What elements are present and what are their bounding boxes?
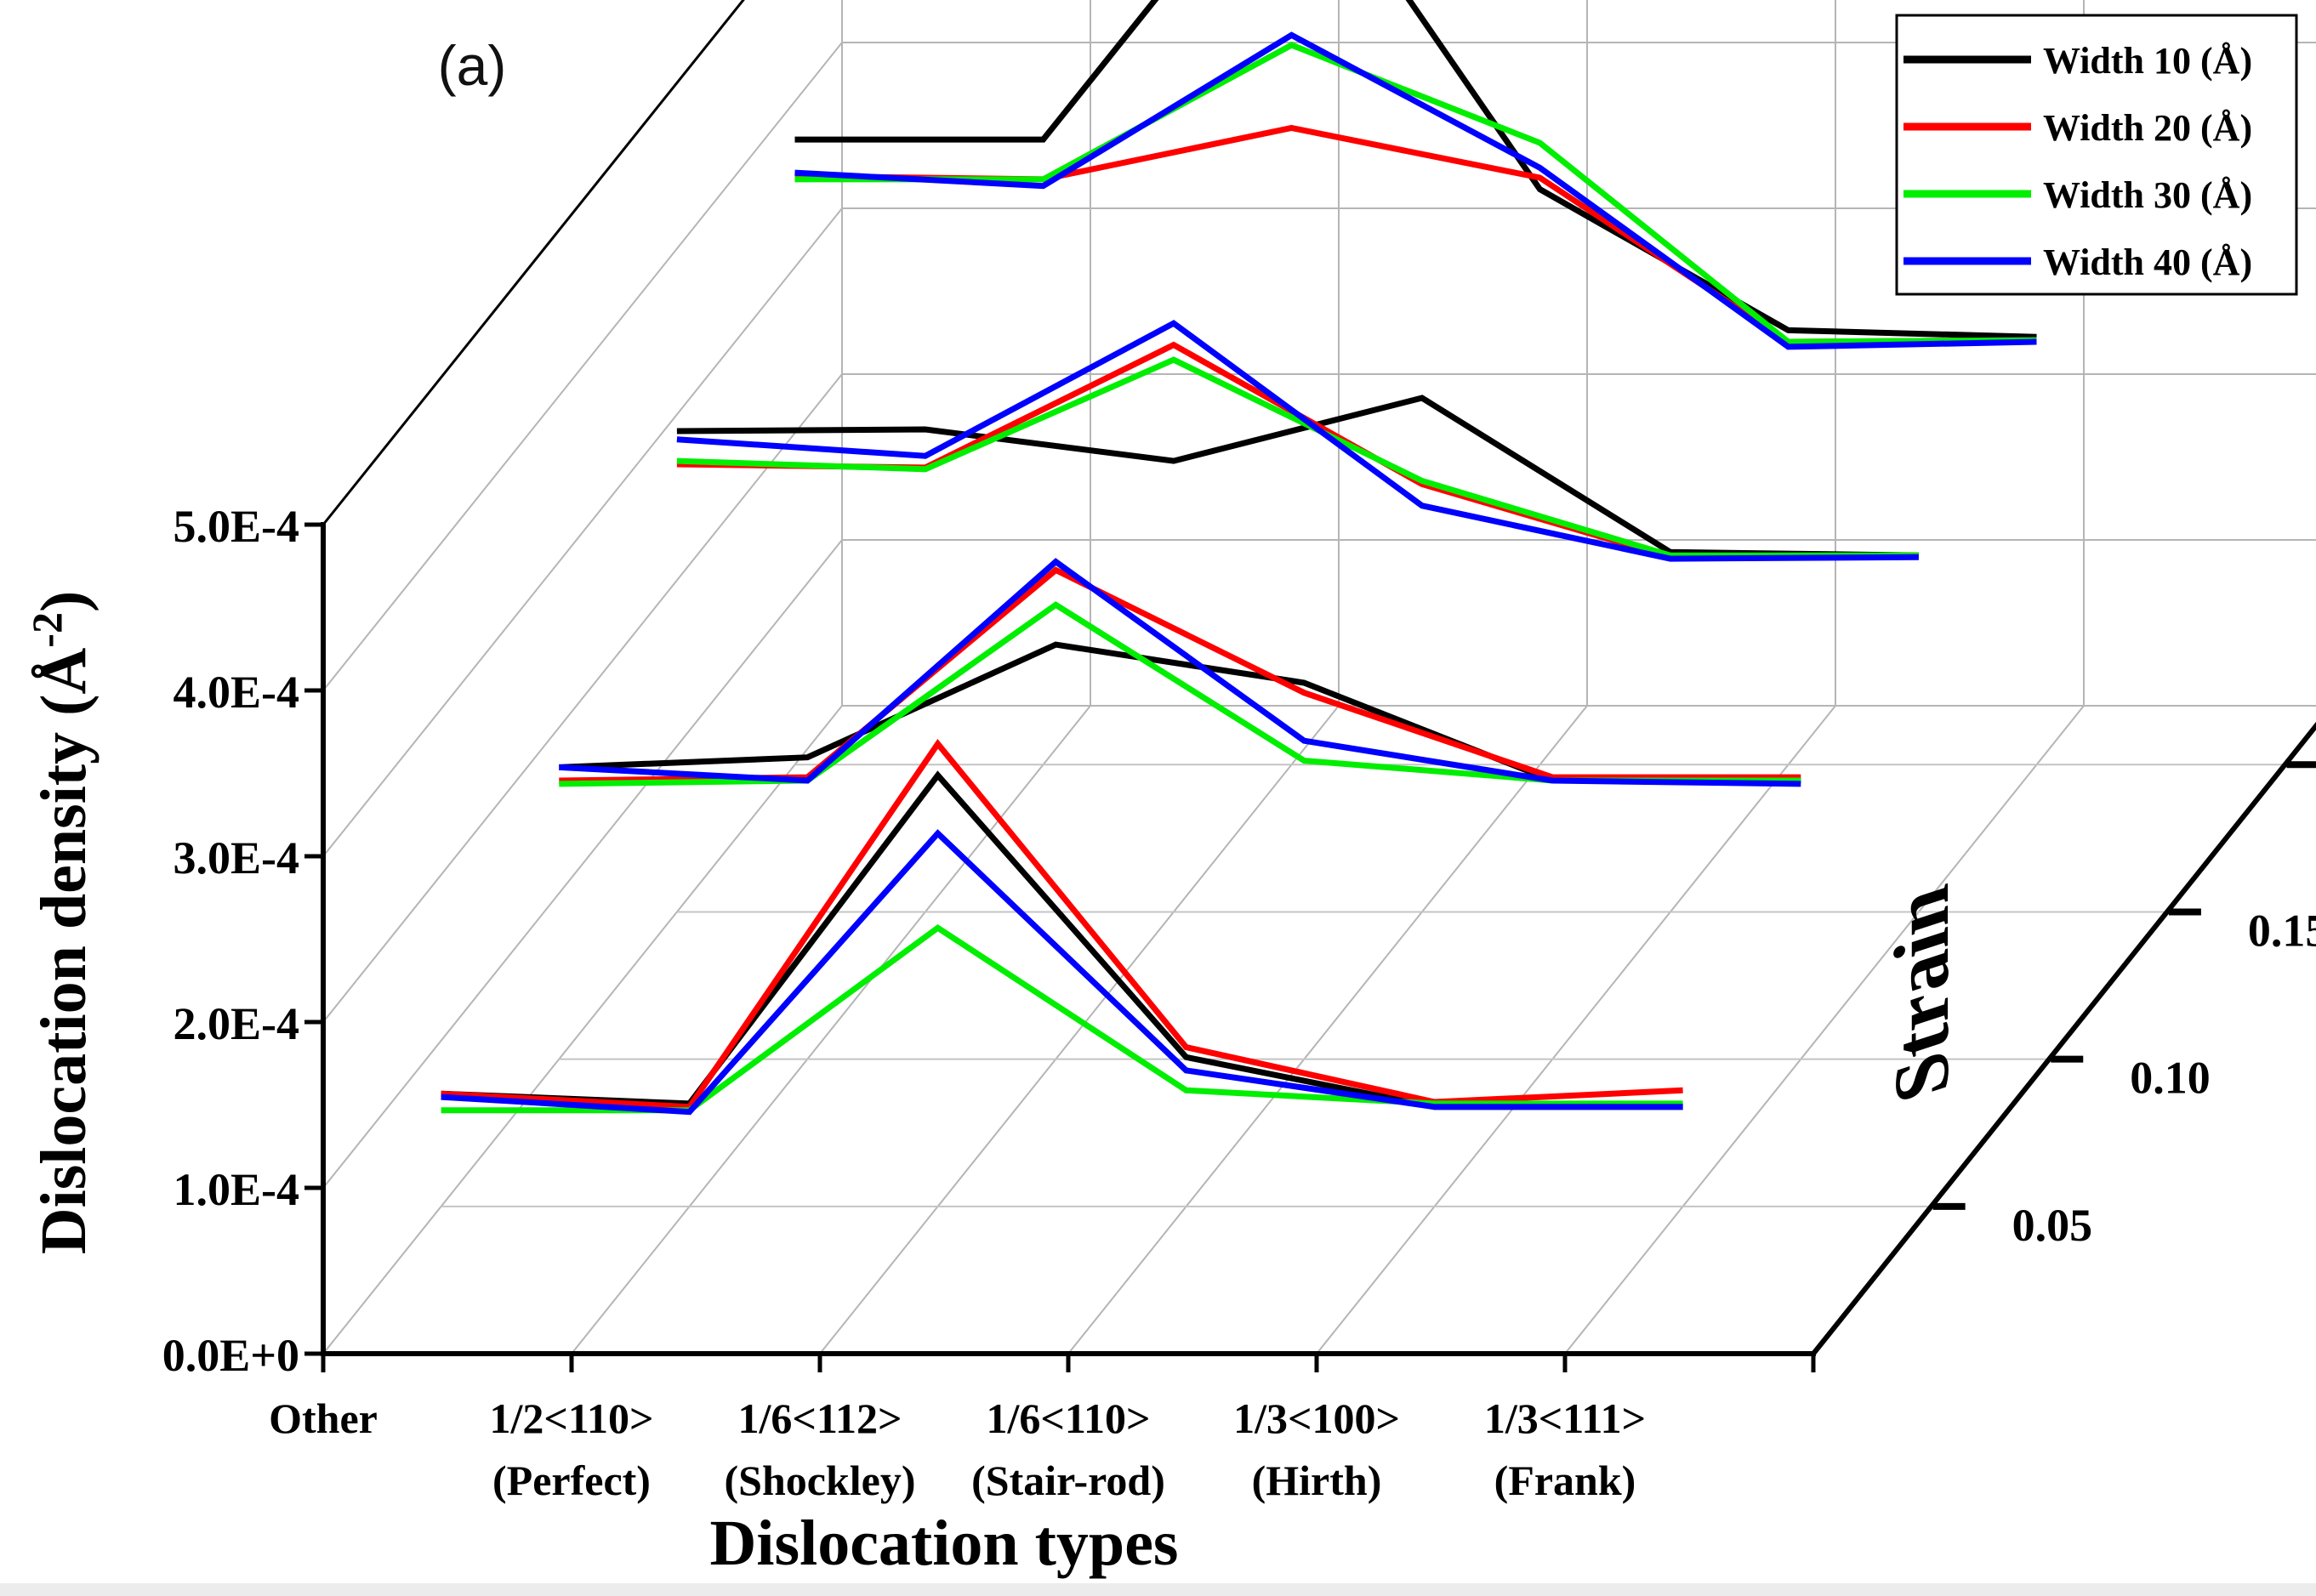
x-tick-sublabel: (Stair-rod) [971, 1457, 1165, 1504]
y-tick-label: 0.0E+0 [162, 1330, 299, 1381]
top-left-edge [322, 0, 745, 525]
series-line [794, 31, 2037, 350]
panel-label: (a) [438, 34, 507, 97]
y-axis-title-main: Dislocation density (Å [28, 648, 100, 1255]
chart-tick-labels: 0.0E+0 1.0E-4 2.0E-4 3.0E-4 4.0E-4 5.0E-4 Othe… [162, 501, 2316, 1504]
x-tick-label: 1/6<112> [737, 1394, 902, 1442]
x-axis-title: Dislocation types [710, 1508, 1179, 1579]
chart-legend: Width 10 (Å) Width 20 (Å) Width 30 (Å) Widt… [1895, 14, 2298, 296]
floor-gridline [819, 705, 1340, 1355]
series-line [794, 0, 2037, 340]
side-wall-gridline [322, 42, 843, 691]
bottom-strip [0, 1583, 2316, 1596]
series-line [559, 566, 1801, 784]
x-tick-label: 1/3<111> [1484, 1394, 1646, 1442]
legend-label: Width 20 (Å) [2043, 107, 2252, 149]
strain-tick-label: 0.05 [2012, 1200, 2093, 1251]
legend-label: Width 10 (Å) [2043, 40, 2252, 82]
series-line [559, 558, 1801, 787]
y-tick-label: 2.0E-4 [174, 998, 300, 1049]
series-line [441, 829, 1683, 1116]
y-axis-title-exponent: -2 [23, 612, 71, 648]
side-wall-gridline [322, 373, 843, 1023]
y-tick-label: 4.0E-4 [174, 667, 300, 718]
y-axis-title-end: ) [28, 591, 100, 612]
y-tick-label: 1.0E-4 [174, 1164, 300, 1215]
side-wall-gridline [322, 539, 843, 1189]
series-line [676, 320, 1919, 562]
series-line [441, 770, 1683, 1110]
series-line [441, 738, 1683, 1110]
side-wall-gridline [322, 705, 843, 1355]
chart-axes [304, 0, 2316, 1372]
x-tick-sublabel: (Perfect) [492, 1457, 651, 1504]
strain-axis-title: Strain [1879, 877, 1965, 1113]
legend-label: Width 40 (Å) [2043, 241, 2252, 283]
y-axis-title: Dislocation density (Å-2) [23, 591, 100, 1255]
x-tick-sublabel: (Hirth) [1252, 1457, 1382, 1504]
x-tick-sublabel: (Shockley) [725, 1457, 916, 1504]
x-tick-label: 1/2<110> [489, 1394, 653, 1442]
side-wall-gridline [322, 207, 843, 857]
series-line [559, 641, 1801, 784]
x-tick-label: Other [269, 1394, 378, 1442]
strain-tick-label: 0.15 [2248, 905, 2316, 956]
floor-gridline [1564, 705, 2085, 1355]
x-tick-label: 1/3<100> [1233, 1394, 1400, 1442]
floor-gridline [1316, 705, 1836, 1355]
strain-axis-line [1809, 721, 2316, 1358]
floor-gridline [1067, 705, 1588, 1355]
x-tick-sublabel: (Frank) [1494, 1457, 1636, 1504]
chart-series [441, 0, 2037, 1116]
series-line [794, 124, 2037, 345]
legend-label: Width 30 (Å) [2043, 174, 2252, 216]
series-line [794, 42, 2037, 345]
x-tick-label: 1/6<110> [986, 1394, 1150, 1442]
floor-gridline [571, 705, 1091, 1355]
chart-grid [322, 0, 2316, 1355]
y-tick-label: 3.0E-4 [174, 832, 300, 883]
series-line [676, 356, 1919, 559]
strain-tick-label: 0.10 [2130, 1053, 2211, 1104]
y-tick-label: 5.0E-4 [174, 501, 300, 552]
